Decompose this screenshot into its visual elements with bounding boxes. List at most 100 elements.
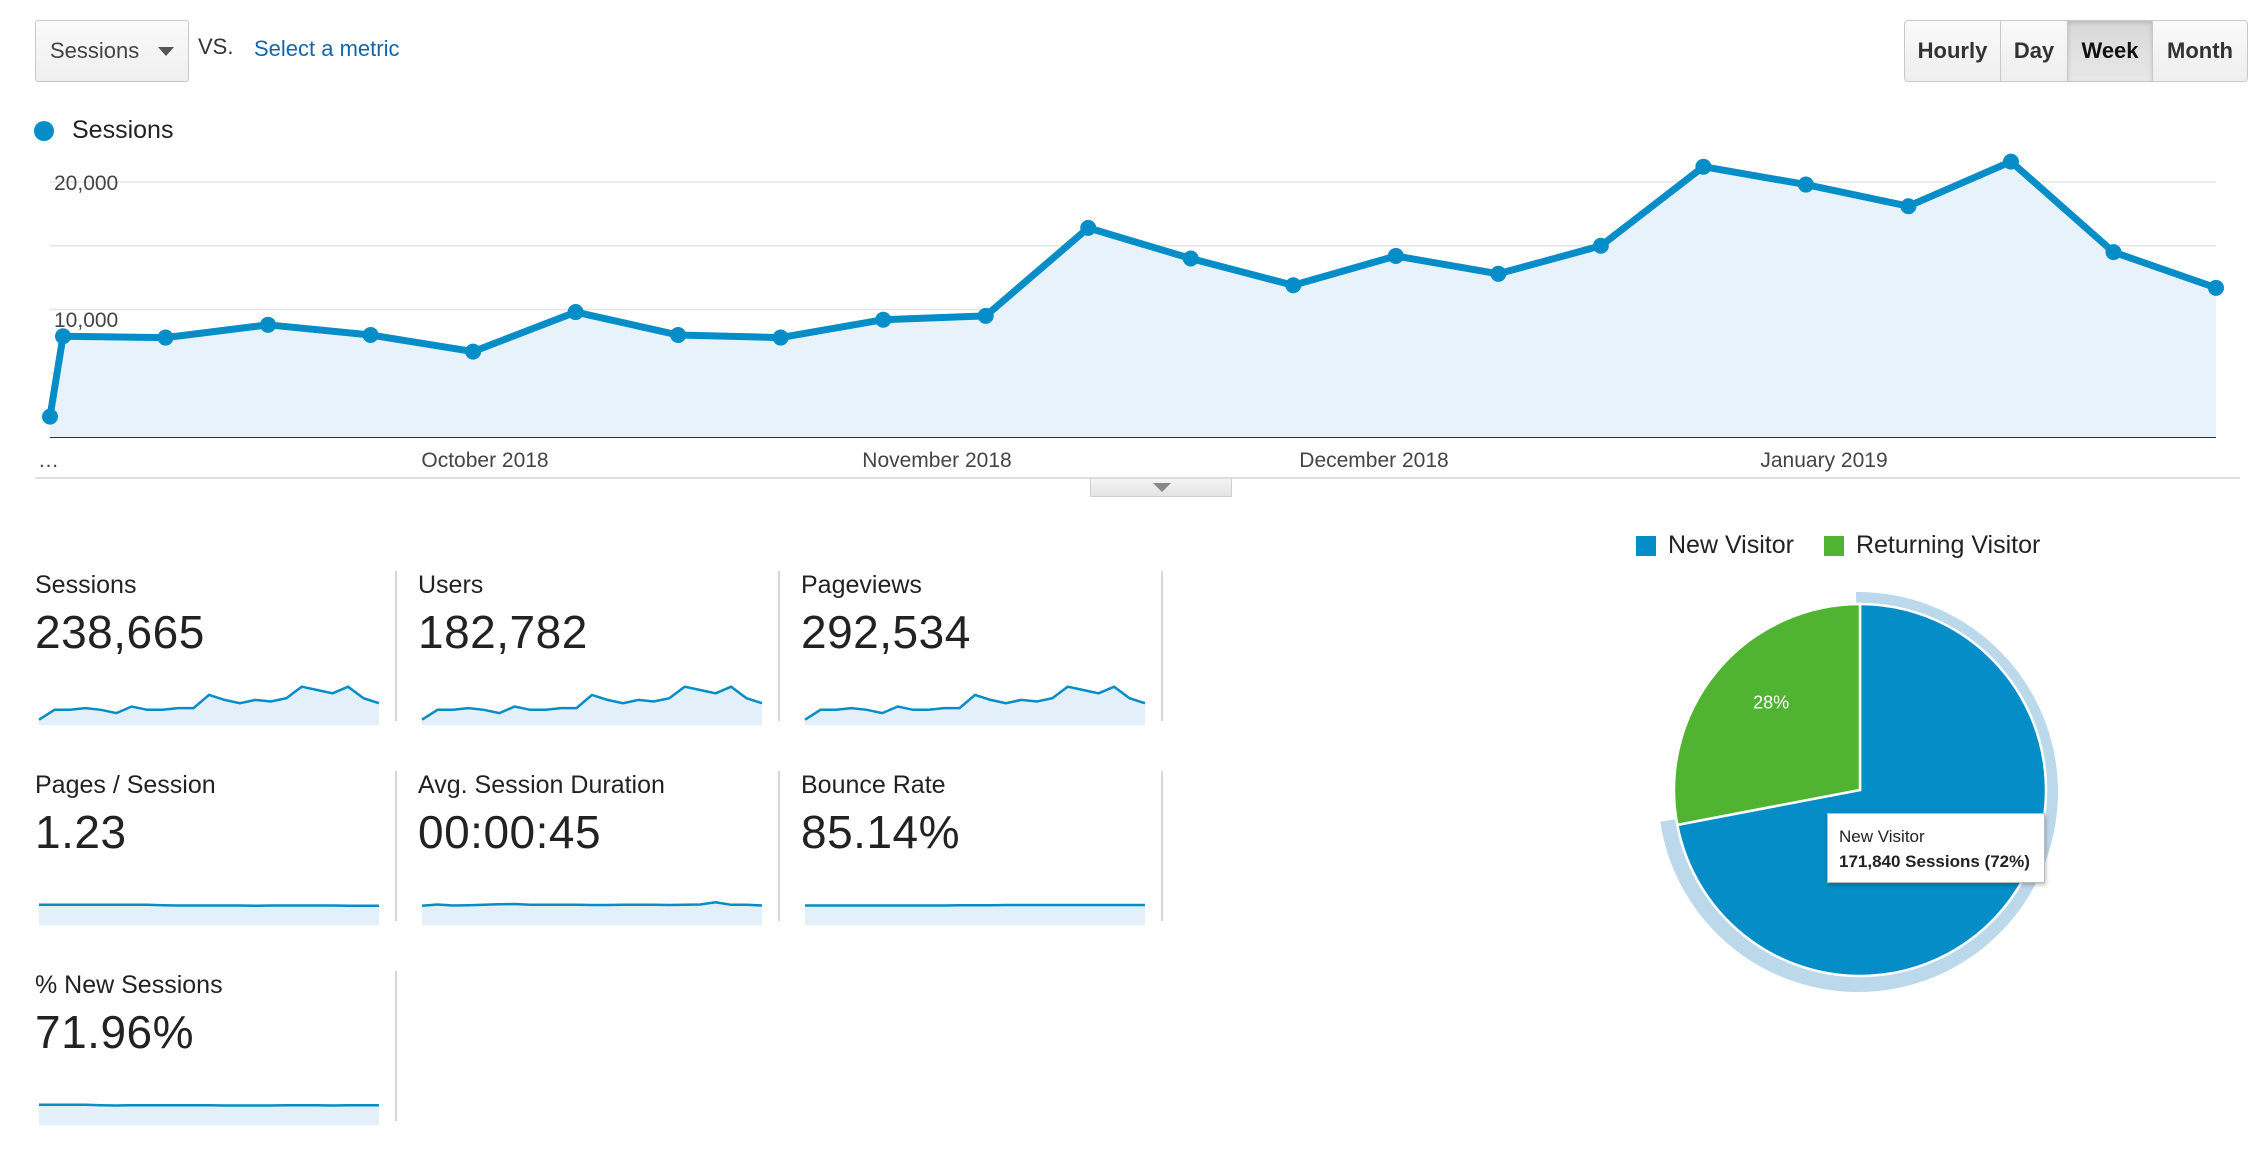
scorecard-title: Pageviews [801,571,922,599]
metric-select-value: Sessions [50,38,140,63]
sparkline-area [39,904,379,925]
sparkline-area [39,1104,379,1125]
scorecard-value: 00:00:45 [418,806,602,858]
scorecard-divider [778,571,780,721]
data-point[interactable] [977,307,994,324]
sparkline-line [39,1103,379,1107]
scorecard-title: % New Sessions [35,971,223,999]
legend-new-visitor[interactable]: New Visitor [1636,531,1794,560]
scorecard-title: Bounce Rate [801,771,946,799]
scorecard-value: 71.96% [35,1006,195,1058]
legend-label: New Visitor [1668,531,1794,559]
data-point[interactable] [2208,279,2224,296]
sparkline [38,685,380,725]
data-point[interactable] [260,316,277,333]
data-point[interactable] [567,304,584,321]
sparkline-area [422,686,762,725]
series-color-dot [34,120,54,141]
data-point[interactable] [670,327,687,343]
data-point[interactable] [362,327,379,343]
sparkline [421,901,763,925]
sparkline [39,1103,379,1125]
pie-legend: New Visitor Returning Visitor [1636,531,2070,560]
month-button[interactable]: Month [2153,21,2247,81]
y-axis-labels: 20,000 10,000 [54,172,118,332]
data-point[interactable] [465,343,482,360]
sparkline [804,685,1146,725]
sparkline-area [39,686,379,725]
scorecard-divider [395,971,397,1121]
pie-slice-returning-visitor[interactable] [1672,602,1862,827]
week-button[interactable]: Week [2068,21,2153,81]
scorecard-users[interactable]: Users 182,782 [418,571,780,729]
sparkline [39,903,379,925]
sparkline-area [805,686,1145,725]
data-point[interactable] [875,311,892,328]
scorecard-value: 292,534 [801,606,971,658]
metric-select[interactable]: Sessions [35,20,189,82]
sparkline [421,685,763,725]
pie-slice-label: 28% [1753,692,1789,712]
x-tick-label: January 2019 [1760,449,1887,472]
sparkline-line [39,903,379,907]
scorecard-divider [1161,771,1163,921]
sparkline-area [805,905,1145,925]
data-point[interactable] [1080,219,1097,236]
data-point[interactable] [1797,176,1814,193]
series-legend-label: Sessions [72,116,174,144]
scorecard-new-sessions[interactable]: % New Sessions 71.96% [35,971,397,1129]
hourly-button[interactable]: Hourly [1905,21,2001,81]
scorecard-divider [778,771,780,921]
legend-swatch [1823,535,1844,556]
y-tick-label: 20,000 [54,172,118,195]
legend-returning-visitor[interactable]: Returning Visitor [1823,531,2040,560]
scorecard-bounce-rate[interactable]: Bounce Rate 85.14% [801,771,1163,929]
scorecard-pages-per-session[interactable]: Pages / Session 1.23 [35,771,397,929]
chevron-down-icon [158,47,174,56]
scorecard-value: 1.23 [35,806,127,858]
sparkline-line [421,901,763,907]
scorecard-value: 238,665 [35,606,205,658]
scorecard-title: Users [418,571,484,599]
sessions-area [50,161,2216,437]
data-point[interactable] [2105,244,2122,261]
granularity-toggle: Hourly Day Week Month [1904,20,2248,82]
data-point[interactable] [1285,277,1302,294]
day-button[interactable]: Day [2001,21,2068,81]
x-tick-label: November 2018 [862,449,1011,472]
scorecard-avg-session-duration[interactable]: Avg. Session Duration 00:00:45 [418,771,780,929]
data-point[interactable] [55,328,71,345]
data-point[interactable] [772,329,789,346]
scorecard-title: Sessions [35,571,137,599]
data-point[interactable] [157,329,174,346]
data-point[interactable] [1490,265,1507,282]
scorecard-title: Avg. Session Duration [418,771,665,799]
data-point[interactable] [1182,250,1199,267]
data-point[interactable] [2002,153,2019,170]
scorecard-pageviews[interactable]: Pageviews 292,534 [801,571,1163,729]
collapse-chart-handle[interactable] [1090,479,1232,497]
triangle-down-icon [1153,483,1171,492]
scorecard-value: 85.14% [801,806,961,858]
sparkline-line [38,685,380,721]
sparkline-line [805,903,1145,907]
sessions-line-chart: 20,000 10,000 … October 2018 November 20… [35,153,2240,479]
x-tick-label: October 2018 [421,449,548,472]
pie-tooltip: New Visitor 171,840 Sessions (72%) [1827,813,2045,883]
scorecard-divider [395,771,397,921]
sparkline-line [421,685,763,721]
scorecard-sessions[interactable]: Sessions 238,665 [35,571,397,729]
vs-label: VS. [198,34,234,59]
y-tick-label: 10,000 [54,309,118,332]
data-point[interactable] [1900,198,1917,215]
sparkline [805,903,1145,925]
data-point[interactable] [1387,247,1404,264]
select-metric-link[interactable]: Select a metric [254,36,400,61]
visitor-pie-chart: 28% [1660,592,2058,992]
data-point[interactable] [1695,158,1712,175]
data-point[interactable] [42,408,58,425]
tooltip-value: 171,840 Sessions (72%) [1839,852,2030,871]
series-legend[interactable]: Sessions [34,116,173,145]
data-point[interactable] [1592,237,1609,254]
scorecard-divider [1161,571,1163,721]
